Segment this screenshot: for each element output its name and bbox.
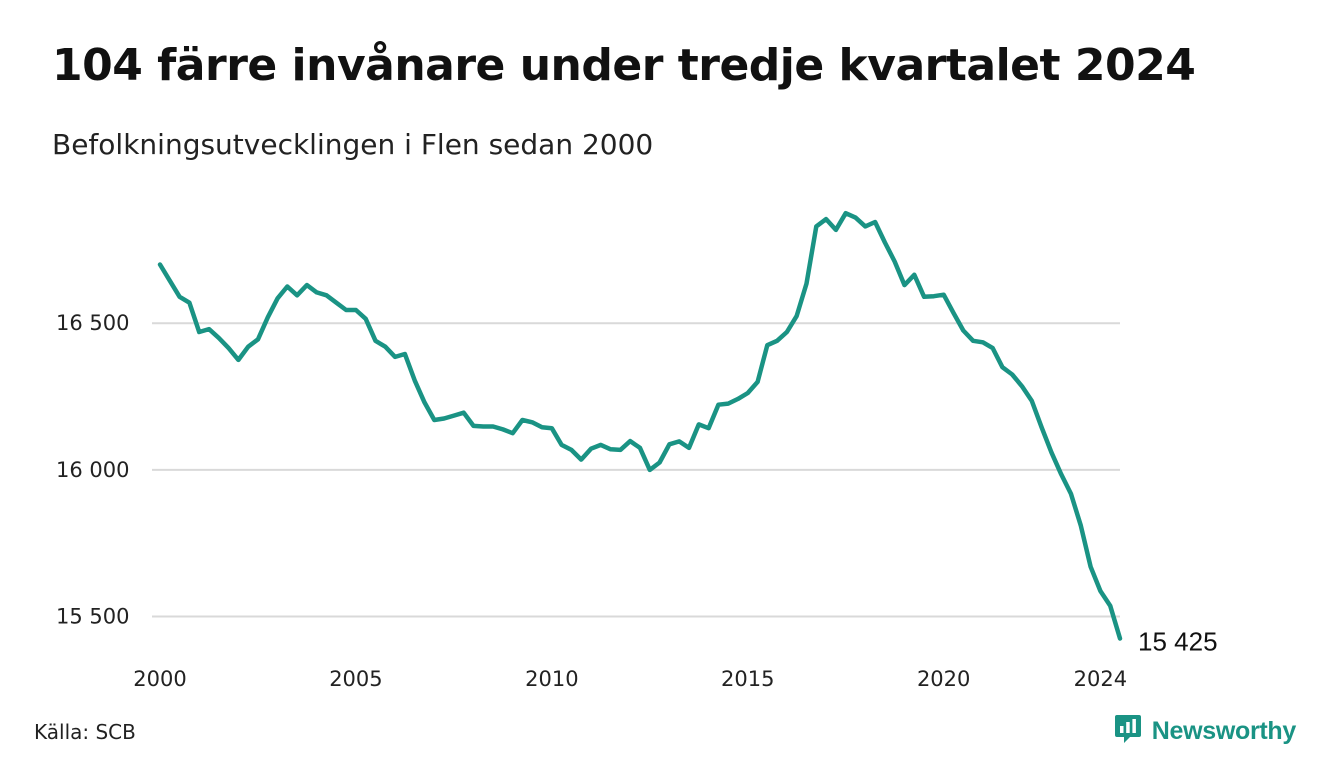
x-tick-label: 2010 bbox=[525, 667, 578, 691]
x-tick-label: 2024 bbox=[1074, 667, 1127, 691]
x-tick-label: 2000 bbox=[133, 667, 186, 691]
y-tick-label: 16 000 bbox=[56, 458, 129, 482]
end-label-layer: 15 425 bbox=[1138, 627, 1218, 657]
y-axis-ticks: 15 500 16 000 16 500 bbox=[56, 311, 129, 628]
chart-subtitle: Befolkningsutvecklingen i Flen sedan 200… bbox=[52, 128, 654, 161]
y-tick-label: 15 500 bbox=[56, 605, 129, 629]
chart-title: 104 färre invånare under tredje kvartale… bbox=[52, 40, 1196, 91]
y-tick-label: 16 500 bbox=[56, 311, 129, 335]
grid-lines bbox=[152, 322, 1120, 618]
brand-name: Newsworthy bbox=[1151, 716, 1297, 745]
newsworthy-logo-icon bbox=[1114, 714, 1142, 748]
x-tick-label: 2005 bbox=[329, 667, 382, 691]
source-note: Källa: SCB bbox=[34, 720, 136, 744]
brand-logo[interactable]: Newsworthy bbox=[1114, 714, 1296, 748]
x-tick-label: 2020 bbox=[917, 667, 970, 691]
series-layer bbox=[157, 210, 1123, 641]
last-value-label: 15 425 bbox=[1138, 627, 1218, 657]
x-tick-label: 2015 bbox=[721, 667, 774, 691]
series-line bbox=[157, 210, 1123, 641]
x-axis-ticks: 2000 2005 2010 2015 2020 2024 bbox=[133, 667, 1127, 691]
